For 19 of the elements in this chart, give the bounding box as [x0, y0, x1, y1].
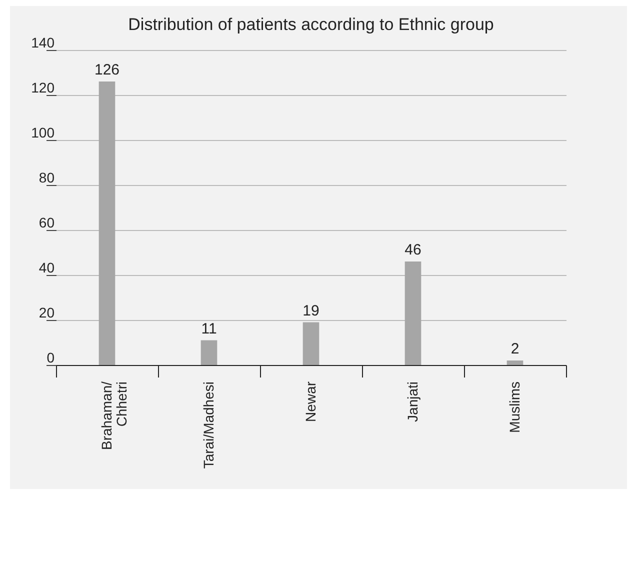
data-label: 19 — [302, 302, 320, 320]
data-label: 126 — [94, 62, 120, 78]
x-tick-label: Newar — [302, 381, 318, 422]
y-tick-label: 40 — [38, 260, 55, 276]
y-tick-label: 80 — [38, 170, 55, 186]
y-tick-label: 0 — [46, 350, 55, 366]
x-tick-label: Brahaman/ Chhetri — [98, 381, 130, 450]
y-tick-label: 120 — [31, 80, 55, 96]
y-tick-label: 140 — [31, 34, 55, 50]
y-tick-label: 60 — [38, 214, 55, 230]
x-tick-label: Muslims — [506, 382, 522, 433]
x-tick-label: Janjati — [404, 382, 420, 422]
data-label: 46 — [404, 242, 422, 258]
data-label: 11 — [201, 320, 217, 338]
y-tick-label: 100 — [31, 124, 55, 140]
y-tick-label: 20 — [38, 304, 55, 320]
data-label: 2 — [510, 340, 520, 358]
chart-title: Distribution of patients according to Ethnic group — [128, 15, 494, 34]
x-tick-label: Tarai/Madhesi — [200, 382, 216, 469]
